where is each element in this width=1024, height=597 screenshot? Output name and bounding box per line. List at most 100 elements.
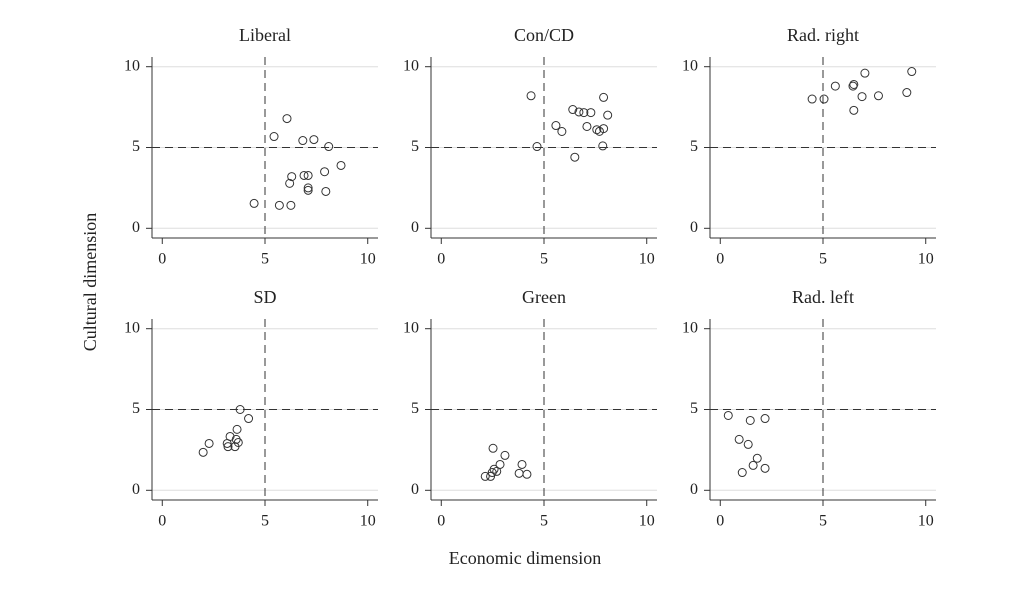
point bbox=[723, 410, 733, 420]
point bbox=[599, 124, 609, 134]
y-tick-label: 5 bbox=[690, 138, 698, 155]
point bbox=[225, 431, 235, 441]
x-tick-label: 0 bbox=[158, 513, 166, 530]
point bbox=[592, 125, 602, 135]
x-tick-label: 0 bbox=[716, 251, 724, 268]
panel-title: Rad. right bbox=[787, 25, 859, 45]
point bbox=[582, 121, 592, 131]
x-tick-label: 0 bbox=[437, 251, 445, 268]
point bbox=[269, 132, 279, 142]
point bbox=[849, 105, 859, 115]
point bbox=[480, 471, 490, 481]
point bbox=[285, 178, 295, 188]
y-tick-label: 0 bbox=[690, 219, 698, 236]
x-tick-label: 5 bbox=[540, 513, 548, 530]
x-tick-label: 0 bbox=[158, 251, 166, 268]
point bbox=[324, 142, 334, 152]
point bbox=[282, 114, 292, 124]
point bbox=[907, 67, 917, 77]
point bbox=[857, 92, 867, 102]
point bbox=[522, 469, 532, 479]
point bbox=[557, 127, 567, 137]
x-tick-label: 10 bbox=[639, 251, 655, 268]
point bbox=[500, 450, 510, 460]
y-tick-label: 10 bbox=[403, 319, 419, 336]
point bbox=[232, 424, 242, 434]
point bbox=[488, 443, 498, 453]
x-tick-label: 0 bbox=[437, 513, 445, 530]
point bbox=[303, 183, 313, 193]
point bbox=[603, 110, 613, 120]
point bbox=[760, 463, 770, 473]
point bbox=[309, 135, 319, 145]
point bbox=[287, 172, 297, 182]
point bbox=[807, 94, 817, 104]
point bbox=[570, 152, 580, 162]
point bbox=[298, 136, 308, 146]
point bbox=[299, 170, 309, 180]
point bbox=[598, 141, 608, 151]
x-tick-label: 5 bbox=[819, 513, 827, 530]
x-tick-label: 10 bbox=[360, 251, 376, 268]
point bbox=[204, 438, 214, 448]
y-tick-label: 10 bbox=[403, 57, 419, 74]
x-tick-label: 10 bbox=[918, 513, 934, 530]
point bbox=[231, 434, 241, 444]
x-tick-label: 10 bbox=[639, 513, 655, 530]
point bbox=[233, 437, 243, 447]
point bbox=[244, 414, 254, 424]
point bbox=[303, 185, 313, 195]
x-tick-label: 10 bbox=[360, 513, 376, 530]
y-tick-label: 5 bbox=[132, 138, 140, 155]
y-tick-label: 0 bbox=[132, 219, 140, 236]
y-tick-label: 0 bbox=[411, 219, 419, 236]
panel-title: Green bbox=[522, 287, 566, 307]
point bbox=[745, 415, 755, 425]
y-tick-label: 10 bbox=[682, 319, 698, 336]
point bbox=[286, 200, 296, 210]
y-tick-label: 0 bbox=[690, 481, 698, 498]
point bbox=[848, 81, 858, 91]
point bbox=[568, 105, 578, 115]
panel-title: Rad. left bbox=[792, 287, 854, 307]
point bbox=[734, 434, 744, 444]
point bbox=[551, 121, 561, 131]
x-tick-label: 5 bbox=[540, 251, 548, 268]
point bbox=[492, 466, 502, 476]
point bbox=[486, 471, 496, 481]
point bbox=[487, 468, 497, 478]
y-tick-label: 10 bbox=[682, 57, 698, 74]
point bbox=[303, 170, 313, 180]
x-tick-label: 0 bbox=[716, 513, 724, 530]
y-tick-label: 10 bbox=[124, 319, 140, 336]
point bbox=[574, 107, 584, 117]
point bbox=[517, 459, 527, 469]
point bbox=[760, 414, 770, 424]
x-tick-label: 5 bbox=[819, 251, 827, 268]
point bbox=[586, 108, 596, 118]
y-tick-label: 5 bbox=[411, 400, 419, 417]
panel-title: SD bbox=[253, 287, 276, 307]
y-axis-label: Cultural dimension bbox=[80, 213, 100, 352]
point bbox=[599, 92, 609, 102]
point bbox=[320, 167, 330, 177]
y-tick-label: 5 bbox=[690, 400, 698, 417]
x-axis-label: Economic dimension bbox=[449, 548, 601, 568]
y-tick-label: 0 bbox=[132, 481, 140, 498]
point bbox=[274, 200, 284, 210]
point bbox=[526, 91, 536, 101]
x-tick-label: 10 bbox=[918, 251, 934, 268]
y-tick-label: 5 bbox=[411, 138, 419, 155]
point bbox=[748, 460, 758, 470]
point bbox=[579, 108, 589, 118]
point bbox=[819, 94, 829, 104]
panel-title: Con/CD bbox=[514, 25, 574, 45]
point bbox=[321, 186, 331, 196]
point bbox=[532, 142, 542, 152]
y-tick-label: 0 bbox=[411, 481, 419, 498]
y-tick-label: 10 bbox=[124, 57, 140, 74]
point bbox=[737, 468, 747, 478]
x-tick-label: 5 bbox=[261, 251, 269, 268]
point bbox=[873, 91, 883, 101]
